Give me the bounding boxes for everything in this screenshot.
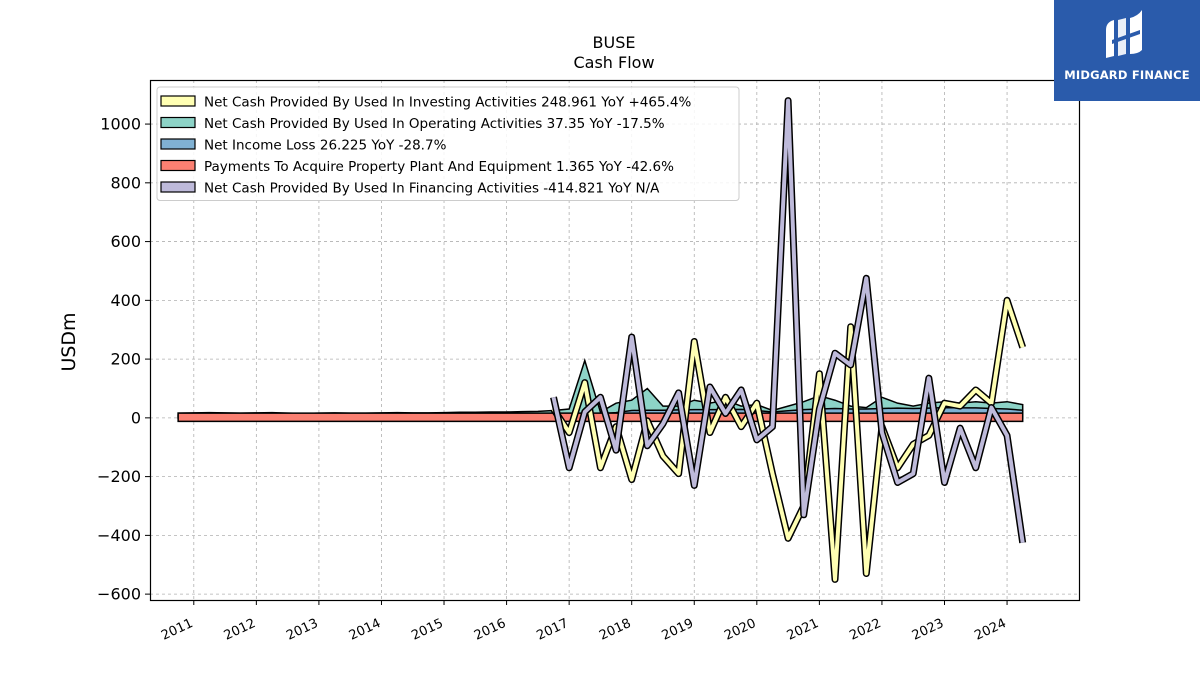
- chart-marks: [177, 97, 1027, 583]
- y-tick-label: 600: [110, 232, 141, 251]
- y-axis-label: USDm: [58, 312, 80, 371]
- y-tick-label: −600: [97, 585, 141, 604]
- chart-subtitle: Cash Flow: [573, 53, 654, 72]
- chart-title: BUSE: [593, 33, 636, 52]
- x-tick-label: 2024: [972, 616, 1008, 644]
- y-tick-label: 400: [110, 291, 141, 310]
- y-tick-label: 800: [110, 173, 141, 192]
- x-tick-label: 2017: [535, 616, 571, 644]
- x-tick-label: 2023: [910, 616, 946, 644]
- x-tick-label: 2018: [597, 616, 633, 644]
- legend-swatch: [160, 181, 196, 193]
- x-tick-label: 2014: [347, 616, 383, 644]
- legend-box: [156, 86, 740, 201]
- x-tick-label: 2015: [409, 616, 445, 644]
- legend-swatch: [160, 159, 196, 172]
- x-tick-label: 2022: [847, 616, 883, 644]
- y-tick-label: 1000: [100, 115, 141, 134]
- logo-text: MIDGARD FINANCE: [1064, 68, 1190, 82]
- plot-frame: [149, 79, 1081, 602]
- series-3-band: [177, 412, 1024, 423]
- y-tick-label: −200: [97, 467, 141, 486]
- series-0-line: [551, 298, 1025, 582]
- legend-label: Net Cash Provided By Used In Operating A…: [204, 116, 665, 132]
- series-4-line: [551, 98, 1025, 544]
- legend-swatch: [160, 116, 196, 129]
- y-tick-label: 0: [131, 408, 141, 427]
- x-tick-label: 2011: [159, 616, 195, 644]
- y-tick-label: −400: [97, 526, 141, 545]
- y-tick-label: 200: [110, 350, 141, 369]
- legend-label: Payments To Acquire Property Plant And E…: [204, 159, 674, 175]
- legend-label: Net Cash Provided By Used In Financing A…: [204, 181, 660, 197]
- legend-label: Net Cash Provided By Used In Investing A…: [204, 95, 691, 111]
- x-tick-label: 2020: [722, 616, 758, 644]
- legend-swatch: [160, 95, 196, 107]
- x-tick-label: 2013: [284, 616, 320, 644]
- x-tick-label: 2019: [660, 616, 696, 644]
- x-tick-label: 2021: [785, 616, 821, 644]
- logo-mark-icon: [1106, 10, 1142, 58]
- brand-logo: MIDGARD FINANCE: [1054, 0, 1200, 101]
- x-tick-label: 2016: [472, 616, 508, 644]
- legend: Net Cash Provided By Used In Investing A…: [156, 86, 740, 201]
- legend-swatch: [160, 138, 196, 150]
- x-tick-label: 2012: [222, 616, 258, 644]
- legend-label: Net Income Loss 26.225 YoY -28.7%: [204, 138, 447, 154]
